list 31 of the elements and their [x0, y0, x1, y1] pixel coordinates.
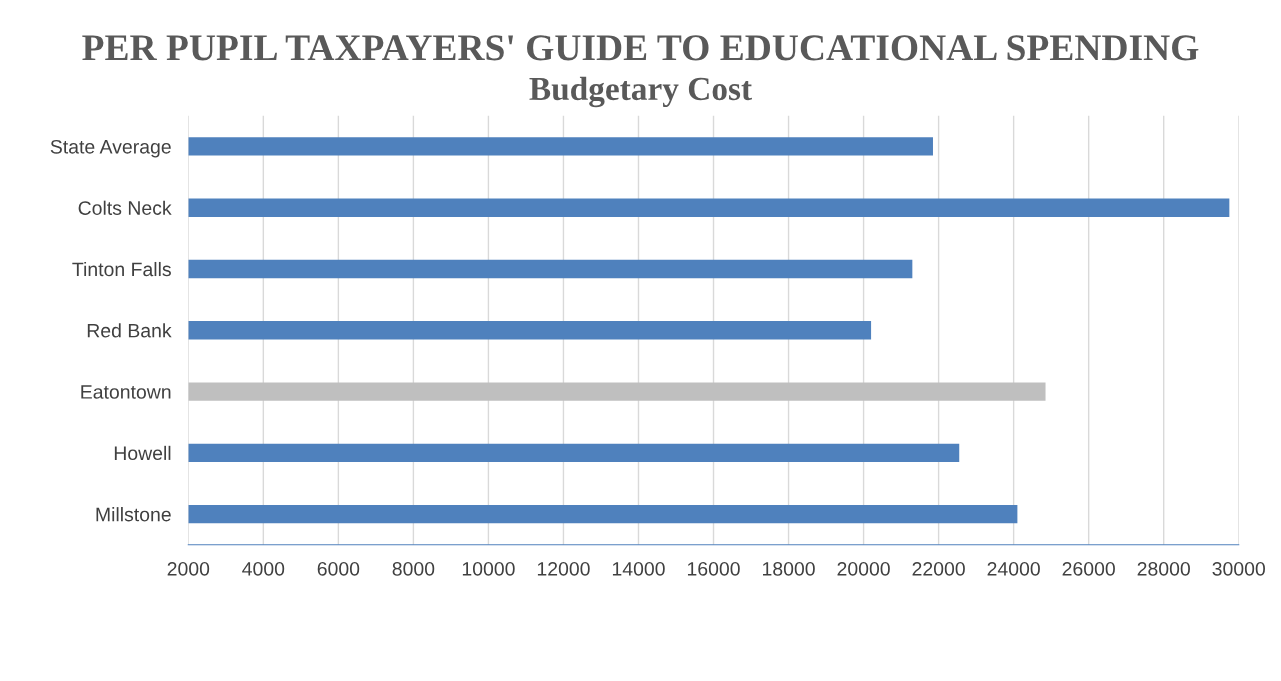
y-tick-label: State Average: [50, 139, 171, 158]
y-tick-label: Tinton Falls: [72, 261, 171, 277]
bar: [188, 504, 1018, 524]
x-tick-label: 26000: [1062, 561, 1115, 576]
x-tick-label: 16000: [687, 561, 740, 576]
chart-title: PER PUPIL TAXPAYERS' GUIDE TO EDUCATIONAL SPENDING: [82, 35, 1199, 61]
bar: [188, 382, 1046, 401]
y-tick-label: Red Bank: [87, 323, 172, 338]
x-tick-label: 18000: [763, 561, 815, 576]
x-tick-label: 8000: [392, 561, 435, 576]
x-tick-label: 30000: [1212, 561, 1265, 576]
y-tick-label: Howell: [114, 445, 171, 461]
x-tick-label: 10000: [462, 561, 515, 576]
bar: [188, 443, 960, 463]
x-tick-label: 12000: [537, 561, 590, 576]
x-tick-label: 14000: [612, 561, 665, 576]
x-tick-label: 4000: [242, 561, 285, 576]
y-tick-label: Colts Neck: [78, 200, 172, 215]
x-tick-label: 2000: [167, 561, 210, 576]
chart-subtitle: Budgetary Cost: [529, 76, 752, 108]
x-tick-label: 22000: [912, 561, 965, 576]
y-tick-label: Eatontown: [81, 385, 171, 399]
x-tick-label: 20000: [837, 561, 890, 576]
bar: [188, 259, 913, 279]
bar: [188, 137, 933, 156]
x-tick-label: 6000: [317, 561, 360, 576]
y-tick-label: Millstone: [96, 507, 171, 522]
bar: [188, 321, 872, 340]
bar: [188, 198, 1230, 217]
x-tick-label: 24000: [987, 561, 1040, 576]
x-tick-label: 28000: [1137, 561, 1190, 576]
